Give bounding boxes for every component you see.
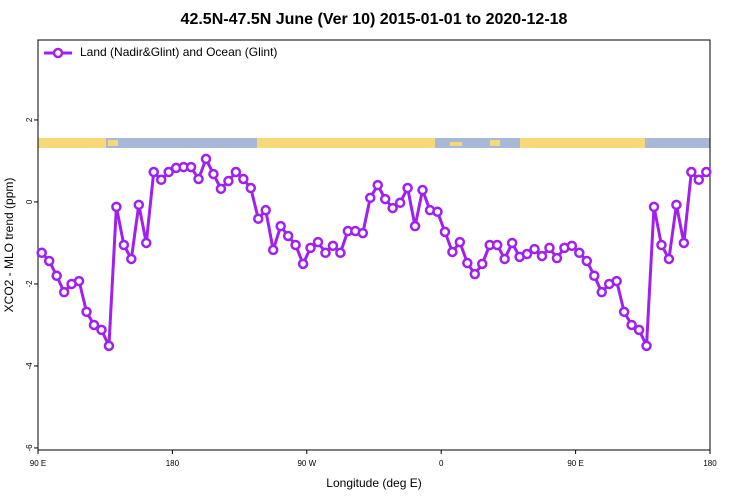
data-point bbox=[387, 202, 398, 214]
data-point bbox=[671, 199, 682, 211]
x-tick-label: 180 bbox=[703, 459, 717, 468]
data-point bbox=[96, 324, 107, 336]
data-point bbox=[103, 340, 115, 352]
data-point bbox=[521, 248, 533, 260]
data-point bbox=[193, 173, 204, 185]
data-point bbox=[462, 257, 473, 269]
data-point bbox=[111, 201, 122, 213]
data-point bbox=[253, 213, 264, 225]
data-point bbox=[290, 239, 301, 251]
x-tick-label: 0 bbox=[439, 459, 444, 468]
plot-frame bbox=[37, 39, 711, 451]
data-point bbox=[596, 286, 607, 298]
y-axis-label: XCO2 - MLO trend (ppm) bbox=[2, 178, 16, 313]
data-point bbox=[589, 270, 600, 281]
data-point bbox=[223, 175, 234, 187]
data-point bbox=[372, 179, 383, 191]
data-point bbox=[611, 275, 622, 287]
data-point bbox=[73, 275, 85, 287]
data-point bbox=[133, 199, 145, 211]
data-point bbox=[551, 252, 563, 264]
data-point bbox=[626, 319, 637, 331]
x-axis-label: Longitude (deg E) bbox=[326, 476, 421, 490]
data-point bbox=[208, 168, 219, 180]
data-point bbox=[185, 161, 197, 173]
data-point bbox=[327, 240, 339, 252]
data-point bbox=[648, 201, 660, 213]
data-point bbox=[491, 239, 503, 251]
data-point bbox=[245, 182, 257, 194]
y-tick-label: -4 bbox=[25, 362, 34, 370]
data-point bbox=[402, 182, 413, 194]
data-point bbox=[297, 258, 309, 270]
data-point bbox=[200, 153, 212, 165]
data-point bbox=[633, 324, 645, 336]
y-tick-label: 2 bbox=[25, 117, 34, 122]
data-point bbox=[163, 166, 174, 178]
data-point bbox=[58, 286, 70, 298]
data-point bbox=[126, 253, 137, 265]
data-point bbox=[581, 255, 593, 267]
data-point bbox=[275, 220, 286, 232]
x-tick-label: 90 E bbox=[30, 459, 46, 468]
data-point bbox=[686, 166, 697, 178]
data-point bbox=[365, 192, 376, 204]
data-point bbox=[81, 306, 92, 318]
x-tick-label: 180 bbox=[166, 459, 180, 468]
data-point bbox=[693, 174, 705, 186]
data-point bbox=[43, 255, 55, 267]
data-point bbox=[320, 247, 331, 259]
data-point bbox=[238, 173, 249, 185]
data-point bbox=[641, 340, 652, 352]
data-point bbox=[678, 237, 690, 249]
data-point bbox=[566, 240, 578, 252]
data-point bbox=[141, 237, 152, 249]
chart-title: 42.5N-47.5N June (Ver 10) 2015-01-01 to … bbox=[181, 11, 568, 28]
data-point bbox=[409, 220, 421, 232]
data-point bbox=[335, 247, 346, 259]
data-point bbox=[36, 247, 47, 259]
data-point bbox=[394, 197, 406, 209]
data-point bbox=[305, 242, 316, 254]
land-ocean-strip bbox=[38, 138, 710, 148]
data-point bbox=[536, 250, 548, 262]
data-point bbox=[618, 306, 630, 318]
data-point bbox=[439, 226, 451, 238]
data-point bbox=[379, 193, 391, 205]
data-point bbox=[215, 183, 227, 195]
data-point bbox=[417, 184, 428, 196]
data-point bbox=[499, 253, 510, 265]
data-point bbox=[432, 206, 443, 218]
data-point bbox=[230, 166, 242, 178]
data-point bbox=[282, 230, 294, 242]
data-point bbox=[663, 253, 675, 265]
data-point bbox=[701, 166, 712, 178]
y-tick-label: 0 bbox=[25, 199, 34, 204]
data-point bbox=[118, 239, 130, 251]
data-point bbox=[656, 239, 667, 251]
legend-marker bbox=[52, 47, 64, 59]
data-point bbox=[574, 247, 585, 259]
data-point bbox=[155, 174, 167, 186]
data-point bbox=[506, 237, 518, 249]
data-point bbox=[51, 270, 62, 281]
data-point bbox=[148, 166, 159, 178]
x-tick-label: 90 W bbox=[297, 459, 316, 468]
x-tick-label: 90 E bbox=[567, 459, 583, 468]
data-point bbox=[469, 268, 481, 280]
data-point bbox=[529, 243, 540, 255]
data-point bbox=[88, 319, 100, 331]
data-point bbox=[357, 227, 369, 239]
data-point bbox=[544, 242, 555, 254]
data-point bbox=[477, 258, 488, 270]
data-point bbox=[312, 236, 324, 248]
data-point bbox=[260, 204, 271, 216]
legend-label: Land (Nadir&Glint) and Ocean (Glint) bbox=[80, 45, 277, 59]
data-point bbox=[267, 244, 279, 256]
y-tick-label: -6 bbox=[25, 444, 34, 452]
y-tick-label: -2 bbox=[25, 280, 34, 288]
data-point bbox=[454, 236, 466, 248]
data-point bbox=[447, 246, 458, 258]
